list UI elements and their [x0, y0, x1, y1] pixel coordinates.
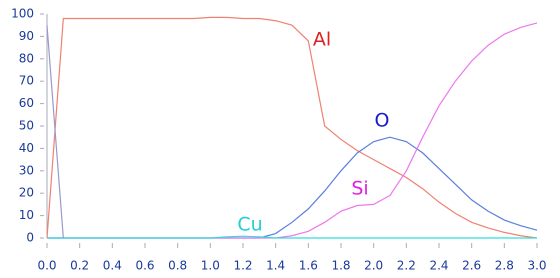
x-tick-label: 1.8 — [331, 259, 350, 273]
x-tick-label: 0.8 — [168, 259, 187, 273]
series-label: O — [375, 110, 390, 132]
series-label: Al — [313, 29, 331, 51]
series-line — [47, 22, 538, 239]
x-tick-label: 2.2 — [397, 259, 416, 273]
y-tick-label: 50 — [19, 119, 34, 133]
x-tick-label: 3.0 — [527, 259, 546, 273]
x-tick-label: 1.2 — [233, 259, 252, 273]
series-label: Si — [351, 178, 368, 200]
series-line — [46, 16, 538, 239]
y-tick-label: 20 — [19, 186, 34, 200]
series-line — [46, 25, 64, 239]
x-tick-label: 2.4 — [429, 259, 448, 273]
x-tick-label: 2.6 — [462, 259, 481, 273]
y-tick-label: 80 — [19, 51, 34, 65]
x-tick-label: 0.0 — [37, 259, 56, 273]
x-tick-label: 0.4 — [103, 259, 122, 273]
x-tick-label: 1.0 — [201, 259, 220, 273]
x-tick-label: 1.4 — [266, 259, 285, 273]
x-tick-label: 2.8 — [495, 259, 514, 273]
y-tick-label: 70 — [19, 74, 34, 88]
x-tick-label: 0.2 — [70, 259, 89, 273]
y-tick-label: 60 — [19, 96, 34, 110]
x-tick-label: 0.6 — [135, 259, 154, 273]
x-tick-label: 1.6 — [299, 259, 318, 273]
y-tick-label: 90 — [19, 29, 34, 43]
y-tick-label: 30 — [19, 163, 34, 177]
x-tick-label: 2.0 — [364, 259, 383, 273]
y-tick-label: 100 — [11, 7, 34, 21]
y-tick-label: 40 — [19, 141, 34, 155]
y-tick-label: 10 — [19, 208, 34, 222]
series-line — [47, 235, 537, 239]
series-label: Cu — [237, 214, 262, 236]
series-line — [47, 136, 538, 239]
y-tick-label: 0 — [26, 231, 34, 245]
